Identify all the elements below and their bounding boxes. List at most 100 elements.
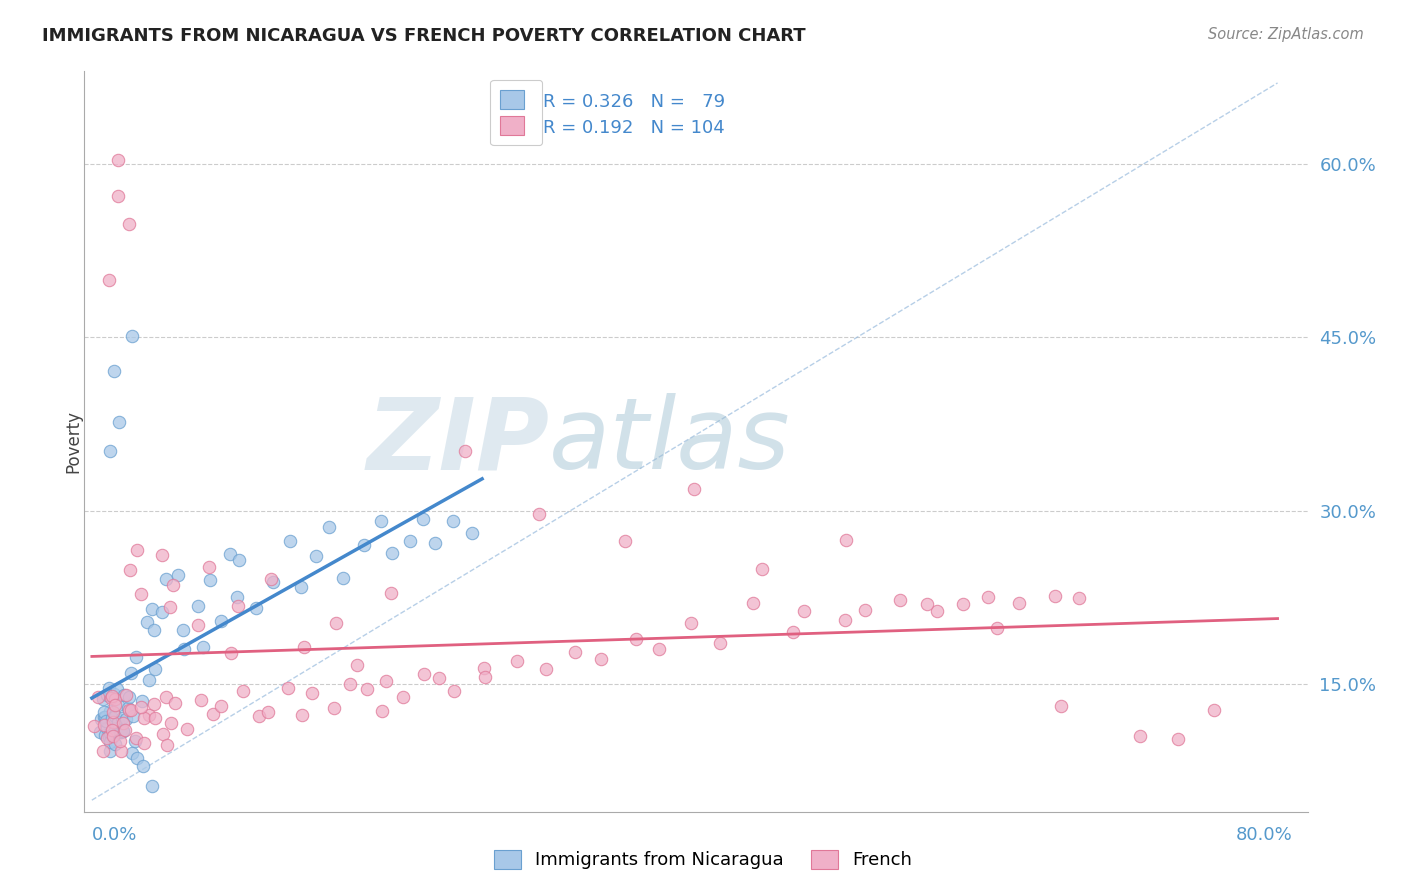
Point xyxy=(132,759,155,773)
Point xyxy=(915,597,938,611)
Point xyxy=(97,273,120,287)
Point xyxy=(98,735,121,749)
Point xyxy=(889,593,911,607)
Point xyxy=(100,730,122,744)
Point xyxy=(103,706,125,720)
Point xyxy=(143,697,166,711)
Point xyxy=(98,730,121,744)
Point xyxy=(1204,703,1226,717)
Text: 80.0%: 80.0% xyxy=(1236,826,1292,844)
Point xyxy=(190,693,212,707)
Point xyxy=(91,692,114,706)
Point xyxy=(121,328,143,343)
Point xyxy=(107,189,129,203)
Point xyxy=(527,507,550,521)
Point xyxy=(193,640,215,655)
Point xyxy=(356,681,378,696)
Point xyxy=(155,690,177,705)
Point xyxy=(474,661,496,675)
Point xyxy=(782,625,804,640)
Point xyxy=(247,708,270,723)
Point xyxy=(150,605,173,619)
Point xyxy=(104,737,127,751)
Point xyxy=(87,690,110,705)
Point xyxy=(278,533,301,548)
Point xyxy=(120,563,142,577)
Point xyxy=(332,571,354,585)
Point xyxy=(108,415,131,429)
Point xyxy=(399,534,422,549)
Text: R = 0.326   N =   79: R = 0.326 N = 79 xyxy=(543,93,725,111)
Point xyxy=(115,689,138,703)
Point xyxy=(104,708,127,723)
Point xyxy=(176,722,198,736)
Point xyxy=(305,549,328,563)
Point xyxy=(118,217,141,231)
Point xyxy=(346,658,368,673)
Point xyxy=(853,603,876,617)
Point xyxy=(103,687,125,701)
Point xyxy=(226,591,249,605)
Point xyxy=(96,714,118,728)
Point xyxy=(111,724,134,739)
Point xyxy=(536,662,558,676)
Point xyxy=(93,718,115,732)
Point xyxy=(152,727,174,741)
Text: R = 0.192   N = 104: R = 0.192 N = 104 xyxy=(543,119,725,136)
Point xyxy=(110,725,132,739)
Point xyxy=(96,689,118,703)
Point xyxy=(709,636,731,650)
Point xyxy=(835,533,858,547)
Point xyxy=(301,685,323,699)
Point xyxy=(219,548,242,562)
Point xyxy=(318,519,340,533)
Point xyxy=(138,673,160,687)
Point xyxy=(232,684,254,698)
Point xyxy=(93,728,115,742)
Point xyxy=(506,654,529,668)
Point xyxy=(370,514,392,528)
Point xyxy=(104,692,127,706)
Point xyxy=(291,707,314,722)
Point xyxy=(135,615,157,630)
Point xyxy=(1069,591,1091,605)
Point xyxy=(141,601,163,615)
Point xyxy=(100,691,122,706)
Point xyxy=(290,581,312,595)
Point xyxy=(112,688,135,702)
Point xyxy=(976,590,998,604)
Point xyxy=(94,710,117,724)
Point xyxy=(624,632,647,646)
Point xyxy=(162,578,184,592)
Point xyxy=(124,733,146,747)
Point xyxy=(454,444,477,458)
Point xyxy=(129,700,152,714)
Point xyxy=(245,601,267,615)
Legend: Immigrants from Nicaragua, French: Immigrants from Nicaragua, French xyxy=(485,840,921,879)
Point xyxy=(986,621,1008,635)
Point xyxy=(97,727,120,741)
Point xyxy=(98,444,121,458)
Point xyxy=(381,546,404,560)
Point xyxy=(793,603,815,617)
Point xyxy=(125,731,148,746)
Point xyxy=(117,700,139,714)
Point xyxy=(683,482,706,496)
Point xyxy=(98,704,121,718)
Point xyxy=(107,698,129,713)
Point xyxy=(371,704,394,718)
Point xyxy=(460,525,482,540)
Point xyxy=(1049,698,1071,713)
Point xyxy=(150,548,173,562)
Point xyxy=(100,723,122,737)
Point xyxy=(131,587,153,601)
Point xyxy=(187,599,209,614)
Point xyxy=(103,730,125,744)
Text: 0.0%: 0.0% xyxy=(91,826,138,844)
Point xyxy=(339,677,361,691)
Point xyxy=(101,714,124,729)
Point xyxy=(187,618,209,632)
Point xyxy=(392,690,415,705)
Point xyxy=(145,710,167,724)
Point xyxy=(110,711,132,725)
